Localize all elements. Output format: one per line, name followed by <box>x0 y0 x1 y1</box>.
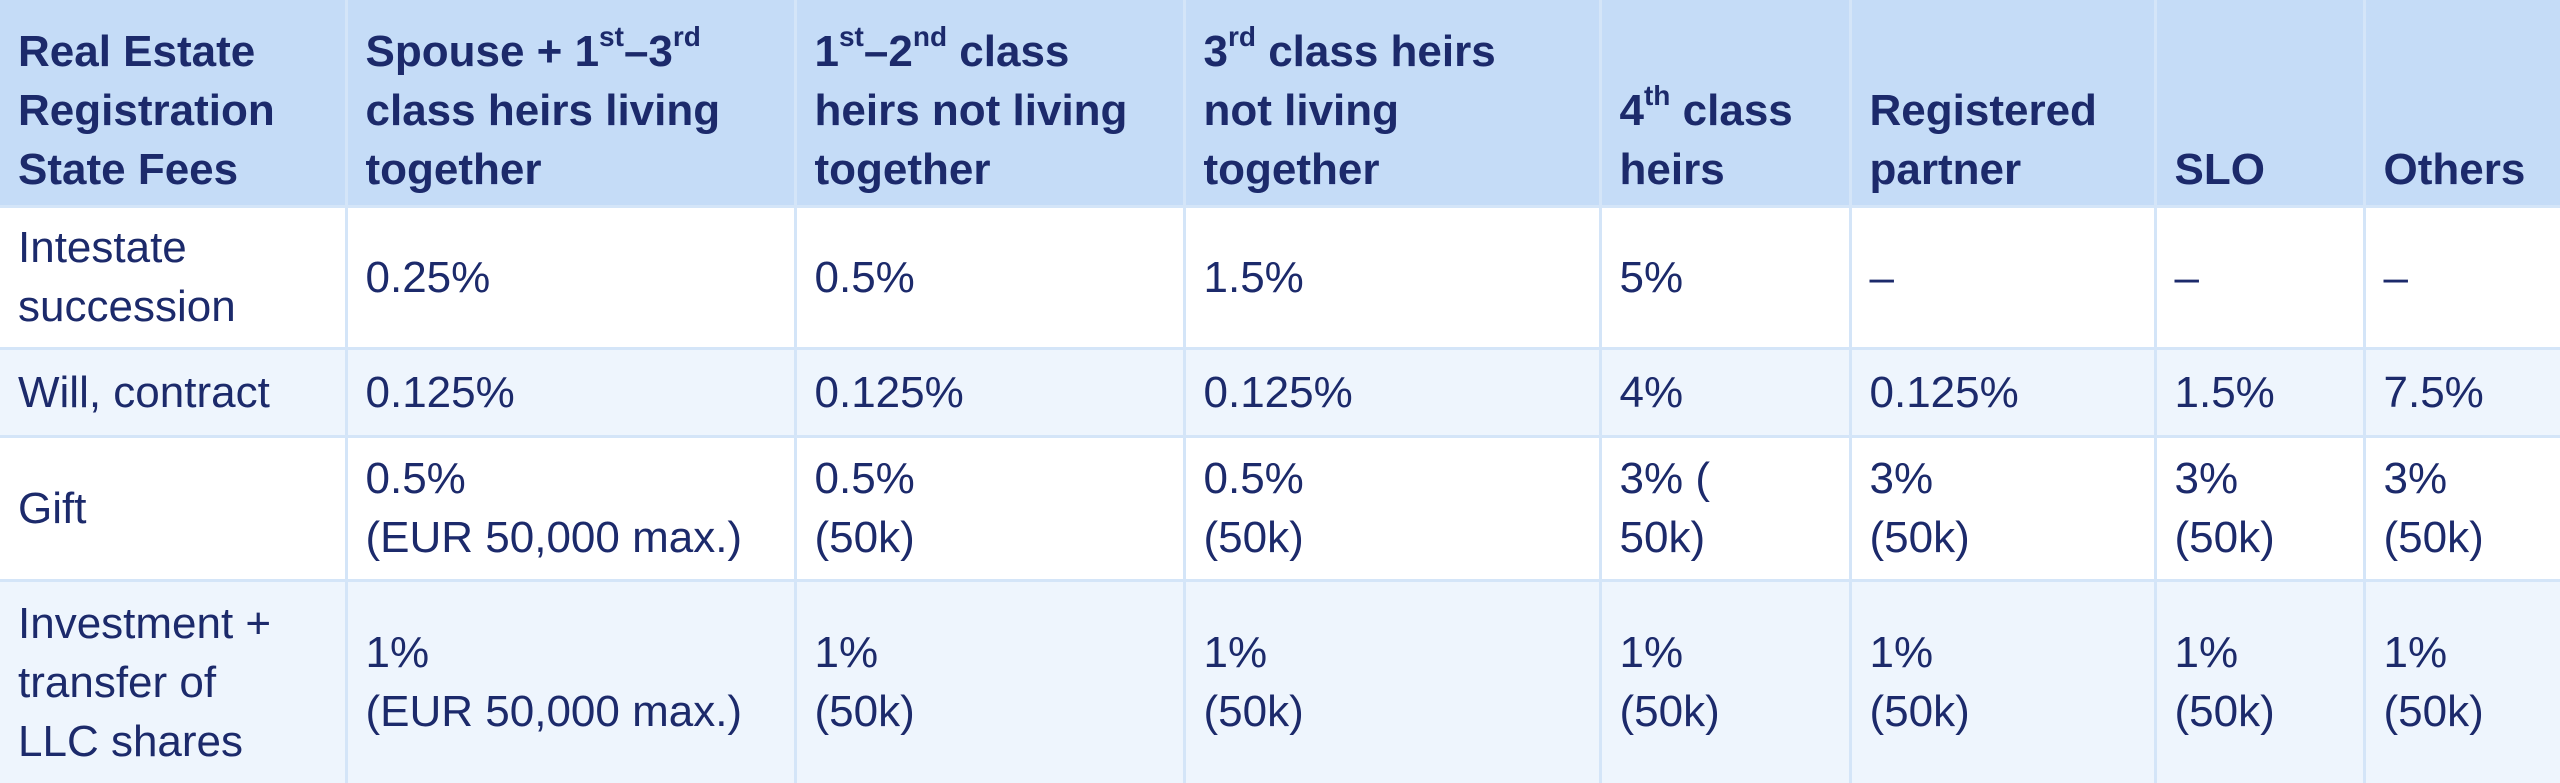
header-text: SLO <box>2174 144 2265 194</box>
header-text: Registered partner <box>1869 85 2097 194</box>
fee-cell: 1% (50k) <box>1848 578 2155 783</box>
fee-cell: 7.5% <box>2362 346 2560 436</box>
header-text: class heirs not living together <box>814 26 1128 194</box>
fee-cell: 0.25% <box>344 204 795 348</box>
fee-cell: 0.5% (50k) <box>1182 434 1600 580</box>
fee-cell: 0.125% <box>793 346 1184 436</box>
header-cell: 4th class heirs <box>1598 0 1850 206</box>
fee-cell: 3% (50k) <box>1848 434 2155 580</box>
superscript: rd <box>672 20 701 52</box>
header-text: 3 <box>1203 26 1228 76</box>
superscript: rd <box>1227 20 1256 52</box>
fee-cell: 0.125% <box>1848 346 2155 436</box>
table-body: Intestate succession 0.25% 0.5% 1.5% 5% – – – Wi… <box>0 204 2560 783</box>
table-row: Will, contract 0.125% 0.125% 0.125% 4% 0.125%… <box>0 346 2560 436</box>
table-header: Real Estate Registration State Fees Spous… <box>0 0 2560 206</box>
header-text: –2 <box>863 26 913 76</box>
header-text: class heirs living together <box>365 85 721 194</box>
header-text: Real Estate Registration State Fees <box>18 26 275 194</box>
header-cell: 1st–2nd class heirs not living together <box>793 0 1184 206</box>
superscript: th <box>1643 79 1671 111</box>
header-text: class heirs <box>1619 85 1793 194</box>
fee-cell: – <box>2153 204 2364 348</box>
header-cell: Others <box>2362 0 2560 206</box>
header-row: Real Estate Registration State Fees Spous… <box>0 0 2560 206</box>
fee-cell: 0.125% <box>344 346 795 436</box>
table-row: Gift 0.5% (EUR 50,000 max.) 0.5% (50k) 0.5%… <box>0 434 2560 580</box>
row-label: Will, contract <box>0 346 346 436</box>
superscript: nd <box>912 20 948 52</box>
header-cell: Spouse + 1st–3rd class heirs living toge… <box>344 0 795 206</box>
header-cell: 3rd class heirs not living together <box>1182 0 1600 206</box>
fee-cell: 1.5% <box>2153 346 2364 436</box>
fee-cell: 1.5% <box>1182 204 1600 348</box>
table-row: Intestate succession 0.25% 0.5% 1.5% 5% – – – <box>0 204 2560 348</box>
header-cell: Real Estate Registration State Fees <box>0 0 346 206</box>
fee-cell: 0.5% (EUR 50,000 max.) <box>344 434 795 580</box>
header-cell: SLO <box>2153 0 2364 206</box>
fee-cell: 1% (50k) <box>1182 578 1600 783</box>
header-text: class heirs not living together <box>1203 26 1496 194</box>
fee-cell: – <box>2362 204 2560 348</box>
header-cell: Registered partner <box>1848 0 2155 206</box>
header-text: –3 <box>623 26 673 76</box>
fee-cell: – <box>1848 204 2155 348</box>
fee-cell: 3% ( 50k) <box>1598 434 1850 580</box>
fee-cell: 0.5% <box>793 204 1184 348</box>
fee-cell: 1% (50k) <box>1598 578 1850 783</box>
superscript: st <box>599 20 624 52</box>
header-text: 1 <box>814 26 839 76</box>
fee-cell: 3% (50k) <box>2153 434 2364 580</box>
fee-cell: 3% (50k) <box>2362 434 2560 580</box>
fee-cell: 1% (EUR 50,000 max.) <box>344 578 795 783</box>
header-text: Spouse + 1 <box>365 26 600 76</box>
row-label: Gift <box>0 434 346 580</box>
fee-cell: 1% (50k) <box>2153 578 2364 783</box>
fee-cell: 5% <box>1598 204 1850 348</box>
superscript: st <box>838 20 864 52</box>
header-text: Others <box>2383 144 2526 194</box>
fee-cell: 0.125% <box>1182 346 1600 436</box>
fee-cell: 4% <box>1598 346 1850 436</box>
fee-cell: 1% (50k) <box>2362 578 2560 783</box>
row-label: Intestate succession <box>0 204 346 348</box>
fee-cell: 1% (50k) <box>793 578 1184 783</box>
row-label: Investment + transfer of LLC shares <box>0 578 346 783</box>
table-row: Investment + transfer of LLC shares 1% (E… <box>0 578 2560 783</box>
fee-cell: 0.5% (50k) <box>793 434 1184 580</box>
header-text: 4 <box>1619 85 1644 135</box>
